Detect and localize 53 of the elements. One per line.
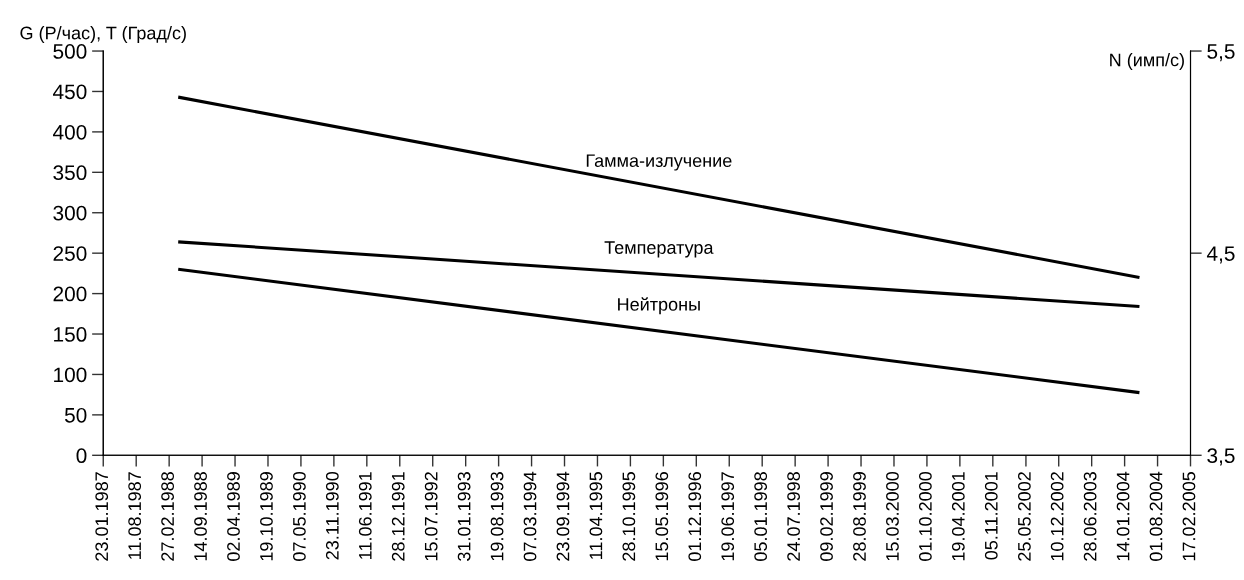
x-tick-label: 15.03.2000 bbox=[886, 471, 899, 561]
x-tick-label: 23.01.1987 bbox=[95, 472, 109, 561]
x-tick-label: 28.12.1991 bbox=[391, 472, 405, 561]
x-tick-label: 27.02.1988 bbox=[161, 472, 174, 561]
y-tick-label: 450 bbox=[53, 84, 87, 100]
x-tick-label: 19.06.1997 bbox=[721, 472, 735, 561]
series-label: Нейтроны bbox=[618, 297, 700, 315]
y-tick-label: 250 bbox=[53, 246, 87, 261]
x-tick-label: 23.11.1990 bbox=[325, 471, 339, 560]
x-tick-label: 02.04.1989 bbox=[227, 472, 240, 561]
x-tick-label: 19.10.1989 bbox=[260, 472, 273, 561]
x-tick-label: 10.12.2002 bbox=[1050, 472, 1064, 561]
y-tick-label: 400 bbox=[53, 124, 87, 140]
y-tick-label: 500 bbox=[53, 44, 87, 59]
x-tick-label: 31.01.1993 bbox=[457, 472, 471, 561]
x-tick-label: 01.10.2000 bbox=[918, 471, 932, 561]
x-tick-label: 24.07.1998 bbox=[787, 472, 800, 561]
x-tick-label: 11.06.1991 bbox=[358, 472, 372, 559]
x-tick-label: 23.09.1994 bbox=[556, 471, 570, 561]
x-tick-label: 15.05.1996 bbox=[655, 472, 669, 561]
x-tick-label: 01.08.2004 bbox=[1149, 471, 1163, 561]
x-tick-label: 09.02.1999 bbox=[820, 472, 833, 561]
y2-axis-title: N (имп/с) bbox=[1110, 53, 1184, 70]
x-tick-label: 15.07.1992 bbox=[424, 472, 438, 561]
y2-tick-label: 4,5 bbox=[1206, 246, 1235, 264]
x-tick-label: 14.01.2004 bbox=[1116, 471, 1130, 561]
x-tick-label: 28.06.2003 bbox=[1083, 472, 1097, 561]
y-tick-label: 100 bbox=[54, 367, 87, 383]
x-tick-label: 05.01.1998 bbox=[754, 472, 768, 561]
x-tick-label: 28.10.1995 bbox=[622, 472, 636, 561]
x-tick-label: 19.08.1993 bbox=[490, 472, 504, 561]
y-tick-label: 150 bbox=[54, 327, 87, 342]
x-tick-label: 17.02.2005 bbox=[1182, 472, 1196, 561]
y-tick-label: 0 bbox=[76, 448, 87, 464]
x-tick-label: 07.05.1990 bbox=[293, 471, 306, 561]
y2-tick-label: 3,5 bbox=[1207, 448, 1235, 466]
y-tick-label: 200 bbox=[53, 286, 87, 302]
x-tick-label: 11.08.1987 bbox=[128, 472, 142, 559]
x-tick-label: 07.03.1994 bbox=[523, 471, 537, 561]
x-tick-label: 25.05.2002 bbox=[1018, 472, 1031, 561]
y-tick-label: 300 bbox=[53, 205, 87, 221]
x-tick-label: 14.09.1988 bbox=[194, 472, 207, 561]
series-label: Гамма-излучение bbox=[586, 154, 732, 171]
x-tick-label: 01.12.1996 bbox=[688, 472, 702, 561]
series-label: Температура bbox=[604, 241, 714, 258]
x-tick-label: 28.08.1999 bbox=[853, 472, 866, 561]
y-axis-title: G (Р/час), T (Град/с) bbox=[20, 26, 186, 43]
y2-tick-label: 5,5 bbox=[1207, 44, 1235, 62]
x-tick-label: 19.04.2001 bbox=[951, 472, 965, 561]
x-tick-label: 05.11.2001 bbox=[984, 472, 998, 560]
y-tick-label: 50 bbox=[64, 407, 87, 423]
y-tick-label: 350 bbox=[53, 165, 87, 181]
x-tick-label: 11.04.1995 bbox=[589, 472, 603, 559]
